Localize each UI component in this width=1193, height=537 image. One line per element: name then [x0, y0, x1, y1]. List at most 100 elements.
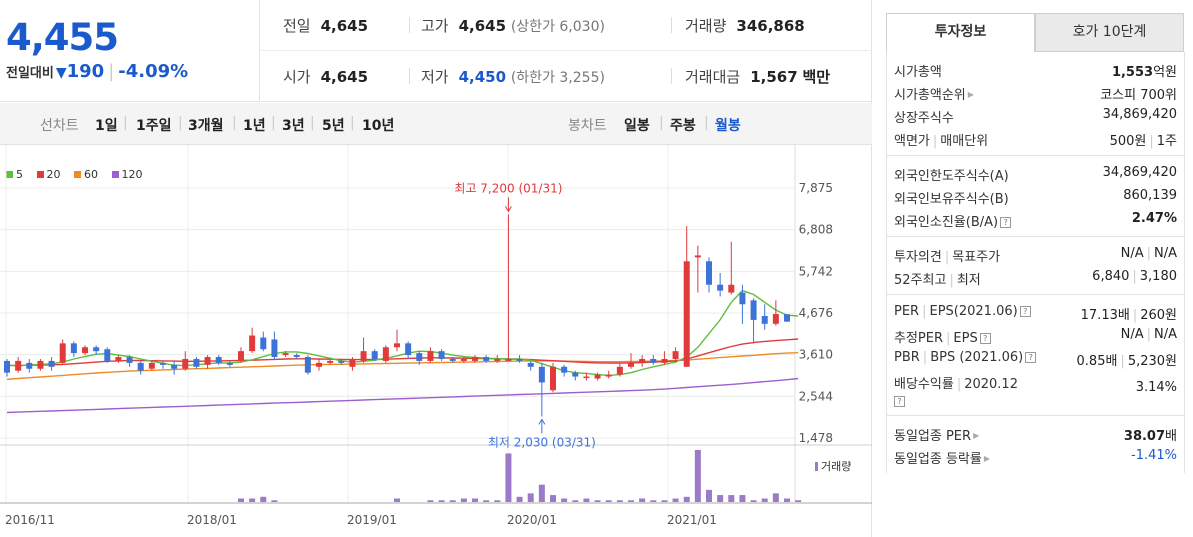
candle-body [327, 360, 334, 363]
cap-rank-row: 시가총액순위 ▶ 코스피 700위 [894, 88, 1177, 103]
candle-body [4, 360, 10, 373]
info-group-opinion: 투자의견 | 목표주가 N/A | N/A 52주최고 | 최저 6,840 | 3,180 [887, 237, 1184, 295]
volume-bar [527, 493, 534, 502]
help-icon[interactable]: ? [894, 396, 905, 407]
candle-body [750, 300, 757, 320]
candle-body [37, 360, 44, 369]
annotation-low-arrowhead [538, 418, 546, 425]
candle-body [360, 351, 367, 361]
volume-bar [661, 500, 668, 502]
help-icon[interactable]: ? [1000, 217, 1012, 228]
shares-row: 상장주식수 34,869,420 [894, 107, 1177, 126]
caret-right-icon: ▶ [967, 90, 974, 99]
dividend-row: 배당수익률 | 2020.12? 3.14% [894, 377, 1177, 407]
candle-body [226, 362, 233, 365]
volume-bar [594, 500, 601, 502]
change-percent: -4.09% [118, 61, 189, 82]
candle-daily[interactable]: 일봉 [624, 118, 650, 134]
candle-body [282, 353, 289, 356]
chart-legend: 5 20 60 120 [6, 168, 153, 181]
volume-bar [494, 500, 501, 502]
market-cap-row: 시가총액 1,553억원 [894, 65, 1177, 80]
candle-body [650, 358, 657, 363]
period-1w[interactable]: 1주일 [136, 118, 172, 134]
caret-right-icon: ▶ [973, 431, 980, 440]
candle-body [583, 376, 590, 379]
annotation-low: 최저 2,030 (03/31) [488, 435, 596, 449]
open-price: 시가 4,645 [283, 68, 369, 86]
candle-body [70, 343, 77, 354]
candle-body [784, 314, 790, 322]
price-change: 전일대비 ▼190 | -4.09% [6, 61, 188, 82]
candle-body [204, 357, 211, 365]
trade-amount: 거래대금 1,567 백만 [685, 68, 831, 86]
volume-bar [260, 496, 267, 502]
y-tick-label: 4,676 [799, 306, 833, 320]
help-icon[interactable]: ? [1025, 352, 1037, 363]
summary-row-2: 시가 4,645 저가 4,450 (하한가 3,255) 거래대금 1,567 백만 [261, 51, 872, 102]
help-icon[interactable]: ? [1019, 306, 1031, 317]
candle-body [739, 292, 746, 305]
volume-bar [438, 500, 445, 502]
candle-body [449, 358, 456, 361]
foreign-ratio-row: 외국인소진율(B/A)? 2.47% [894, 211, 1177, 230]
est-per-row: 추정PER | EPS? N/A | N/A [894, 327, 1177, 346]
divider [409, 68, 410, 84]
candlestick-chart[interactable]: 7,875 6,808 5,742 4,676 3,610 2,544 1,478 거래량 최고… [0, 145, 872, 537]
candle-body [193, 358, 200, 367]
annotation-high-arrowhead [505, 206, 512, 213]
volume-bar [772, 493, 779, 502]
candle-weekly[interactable]: 주봉 [670, 118, 696, 134]
candle-body [616, 366, 623, 375]
tab-investment-info[interactable]: 투자정보 [886, 13, 1035, 52]
foreign-hold-row: 외국인보유주식수(B) 860,139 [894, 188, 1177, 207]
candle-body [238, 351, 244, 361]
volume-bar [238, 498, 244, 502]
volume-bar [561, 498, 568, 502]
candle-body [483, 357, 490, 361]
volume-bar [516, 496, 523, 502]
period-1d[interactable]: 1일 [95, 118, 118, 134]
industry-rate-row: 동일업종 등락률 ▶ -1.41% [894, 448, 1177, 467]
pbr-row: PBR | BPS (2021.06)? 0.85배 | 5,230원 [894, 350, 1177, 369]
candle-body [460, 358, 467, 361]
period-10y[interactable]: 10년 [362, 118, 395, 134]
volume-bar [639, 498, 646, 502]
period-1y[interactable]: 1년 [243, 118, 266, 134]
candle-body [694, 255, 701, 258]
volume-bar [427, 500, 434, 502]
divider: | [108, 61, 115, 82]
candle-body [516, 358, 523, 361]
candle-body [672, 351, 679, 359]
x-tick-label: 2021/01 [667, 513, 717, 527]
candle-body [594, 374, 601, 379]
candle-monthly[interactable]: 월봉 [715, 118, 741, 134]
volume-bar [650, 500, 657, 502]
candle-body [137, 362, 144, 371]
volume: 거래량 346,868 [685, 17, 805, 35]
divider [409, 17, 410, 33]
y-tick-label: 5,742 [799, 264, 833, 278]
period-5y[interactable]: 5년 [322, 118, 345, 134]
tab-orderbook[interactable]: 호가 10단계 [1035, 13, 1184, 52]
annotation-high: 최고 7,200 (01/31) [454, 181, 562, 195]
x-tick-label: 2018/01 [187, 513, 237, 527]
candle-body [394, 343, 400, 348]
volume-bar [616, 500, 623, 502]
period-3m[interactable]: 3개월 [188, 118, 224, 134]
candle-body [249, 335, 256, 352]
period-3y[interactable]: 3년 [282, 118, 305, 134]
divider [671, 17, 672, 33]
candle-chart-label: 봉차트 [568, 118, 607, 134]
help-icon[interactable]: ? [979, 333, 991, 344]
volume-bar [449, 500, 456, 502]
caret-right-icon: ▶ [983, 454, 991, 463]
volume-bar [750, 500, 757, 502]
candle-body [761, 315, 768, 324]
volume-bar [605, 500, 612, 502]
candle-body [349, 358, 356, 367]
change-value: 190 [66, 61, 105, 82]
ma20-line [6, 338, 799, 367]
prev-close: 전일 4,645 [283, 17, 369, 35]
candle-body [260, 337, 267, 350]
